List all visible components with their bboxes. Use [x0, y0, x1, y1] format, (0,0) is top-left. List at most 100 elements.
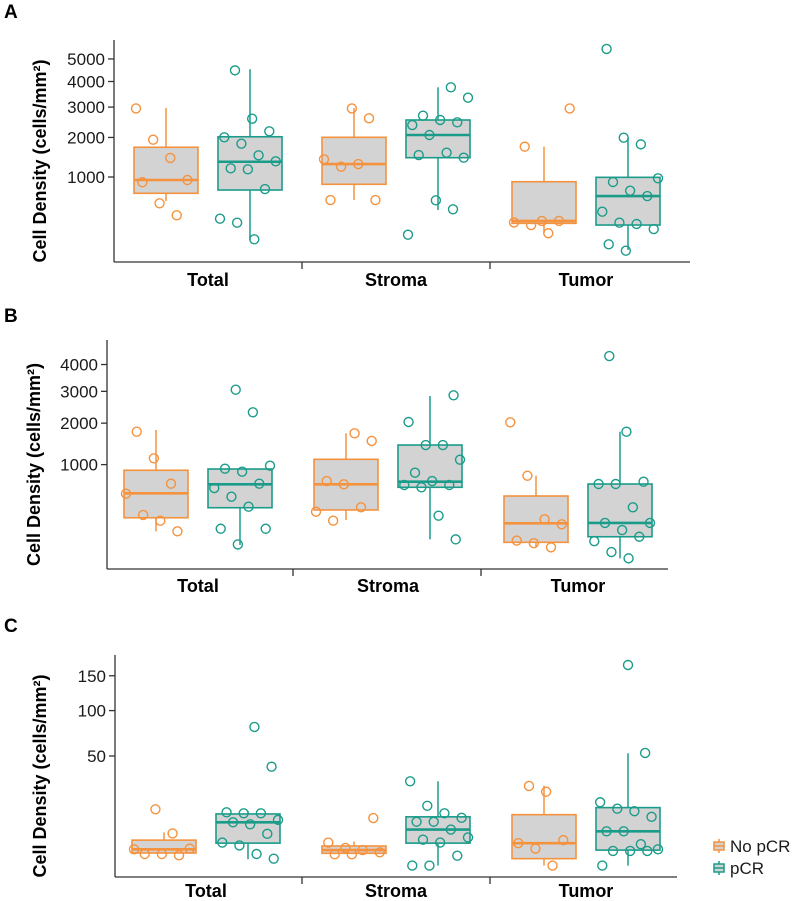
box-iqr	[321, 136, 387, 186]
x-tick-label-tumor: Tumor	[551, 576, 606, 596]
box-no-pcr-total	[128, 804, 197, 861]
data-point	[437, 439, 449, 451]
data-point	[445, 82, 457, 93]
data-point	[594, 797, 606, 808]
data-point	[355, 502, 367, 513]
data-point	[462, 92, 474, 103]
box-iqr	[503, 495, 569, 544]
data-point	[128, 844, 140, 855]
data-point	[631, 218, 642, 230]
data-point	[155, 515, 166, 526]
data-point	[627, 502, 639, 513]
data-point	[445, 824, 457, 835]
legend-label-pcr: pCR	[730, 859, 764, 878]
y-tick-label: 50	[87, 747, 106, 766]
legend-item-pcr: pCR	[713, 859, 764, 878]
data-point	[539, 514, 550, 525]
data-point	[624, 185, 636, 196]
data-point	[525, 219, 537, 231]
data-point	[545, 542, 557, 553]
data-point	[262, 828, 273, 840]
data-point	[272, 814, 284, 826]
legend-item-no-pcr: No pCR	[713, 837, 790, 856]
box-pcr-stroma	[404, 776, 474, 871]
y-tick-label: 2000	[60, 414, 98, 433]
data-point	[422, 800, 433, 811]
data-point	[366, 435, 377, 447]
data-point	[323, 837, 334, 848]
y-axis-label: Cell Density (cells/mm²)	[30, 59, 50, 262]
data-point	[403, 416, 414, 428]
data-point	[184, 843, 195, 854]
data-point	[604, 350, 615, 362]
data-point	[413, 149, 424, 161]
box-pcr-tumor	[595, 43, 664, 256]
data-point	[234, 840, 245, 851]
data-point	[599, 517, 611, 529]
data-point	[505, 417, 516, 428]
data-point	[249, 721, 260, 733]
data-point	[167, 828, 178, 839]
panel-letter: B	[4, 306, 18, 327]
data-point	[448, 390, 459, 401]
box-iqr	[587, 483, 653, 538]
data-point	[635, 139, 647, 150]
data-point	[346, 849, 358, 860]
data-point	[139, 848, 150, 860]
data-point	[441, 147, 452, 158]
data-point	[652, 844, 664, 855]
data-point	[456, 812, 467, 824]
y-axis-label: Cell Density (cells/mm²)	[30, 674, 50, 877]
data-point	[137, 509, 149, 521]
x-tick-label-total: Total	[177, 576, 219, 596]
data-point	[229, 65, 241, 76]
data-point	[182, 174, 193, 186]
data-point	[226, 491, 237, 502]
data-point	[266, 761, 277, 772]
y-tick-label: 3000	[60, 382, 98, 401]
data-point	[214, 213, 226, 224]
data-point	[227, 817, 239, 828]
data-point	[221, 807, 232, 818]
data-point	[131, 426, 142, 437]
data-point	[639, 747, 651, 759]
data-point	[450, 534, 461, 545]
box-pcr-total	[215, 721, 284, 864]
data-point	[402, 229, 414, 240]
y-tick-label: 150	[78, 667, 106, 686]
data-point	[607, 845, 619, 857]
data-point	[137, 177, 148, 188]
data-point	[536, 215, 548, 227]
data-point	[447, 204, 459, 215]
data-point	[374, 847, 385, 858]
data-point	[547, 860, 558, 871]
data-point	[346, 103, 358, 114]
data-point	[629, 806, 640, 817]
data-point	[340, 842, 351, 854]
data-point	[357, 844, 368, 856]
x-tick-label-stroma: Stroma	[357, 576, 420, 596]
data-point	[623, 553, 634, 564]
data-point	[603, 239, 614, 250]
box-no-pcr-stroma	[321, 812, 387, 860]
data-point	[209, 482, 220, 494]
data-point	[338, 479, 350, 490]
data-point	[249, 234, 260, 245]
data-point	[172, 526, 183, 537]
data-point	[404, 776, 416, 787]
data-point	[244, 819, 256, 830]
data-point	[597, 860, 608, 871]
data-point	[589, 536, 600, 547]
data-point	[120, 488, 132, 499]
data-point	[321, 475, 332, 487]
data-point	[173, 850, 185, 861]
data-point	[255, 808, 267, 819]
data-point	[607, 176, 619, 188]
y-tick-label: 3000	[67, 98, 105, 117]
data-point	[417, 834, 429, 845]
y-tick-label: 100	[78, 702, 106, 721]
data-point	[528, 538, 540, 549]
data-point	[434, 837, 446, 848]
data-point	[130, 103, 142, 114]
data-point	[409, 467, 421, 478]
